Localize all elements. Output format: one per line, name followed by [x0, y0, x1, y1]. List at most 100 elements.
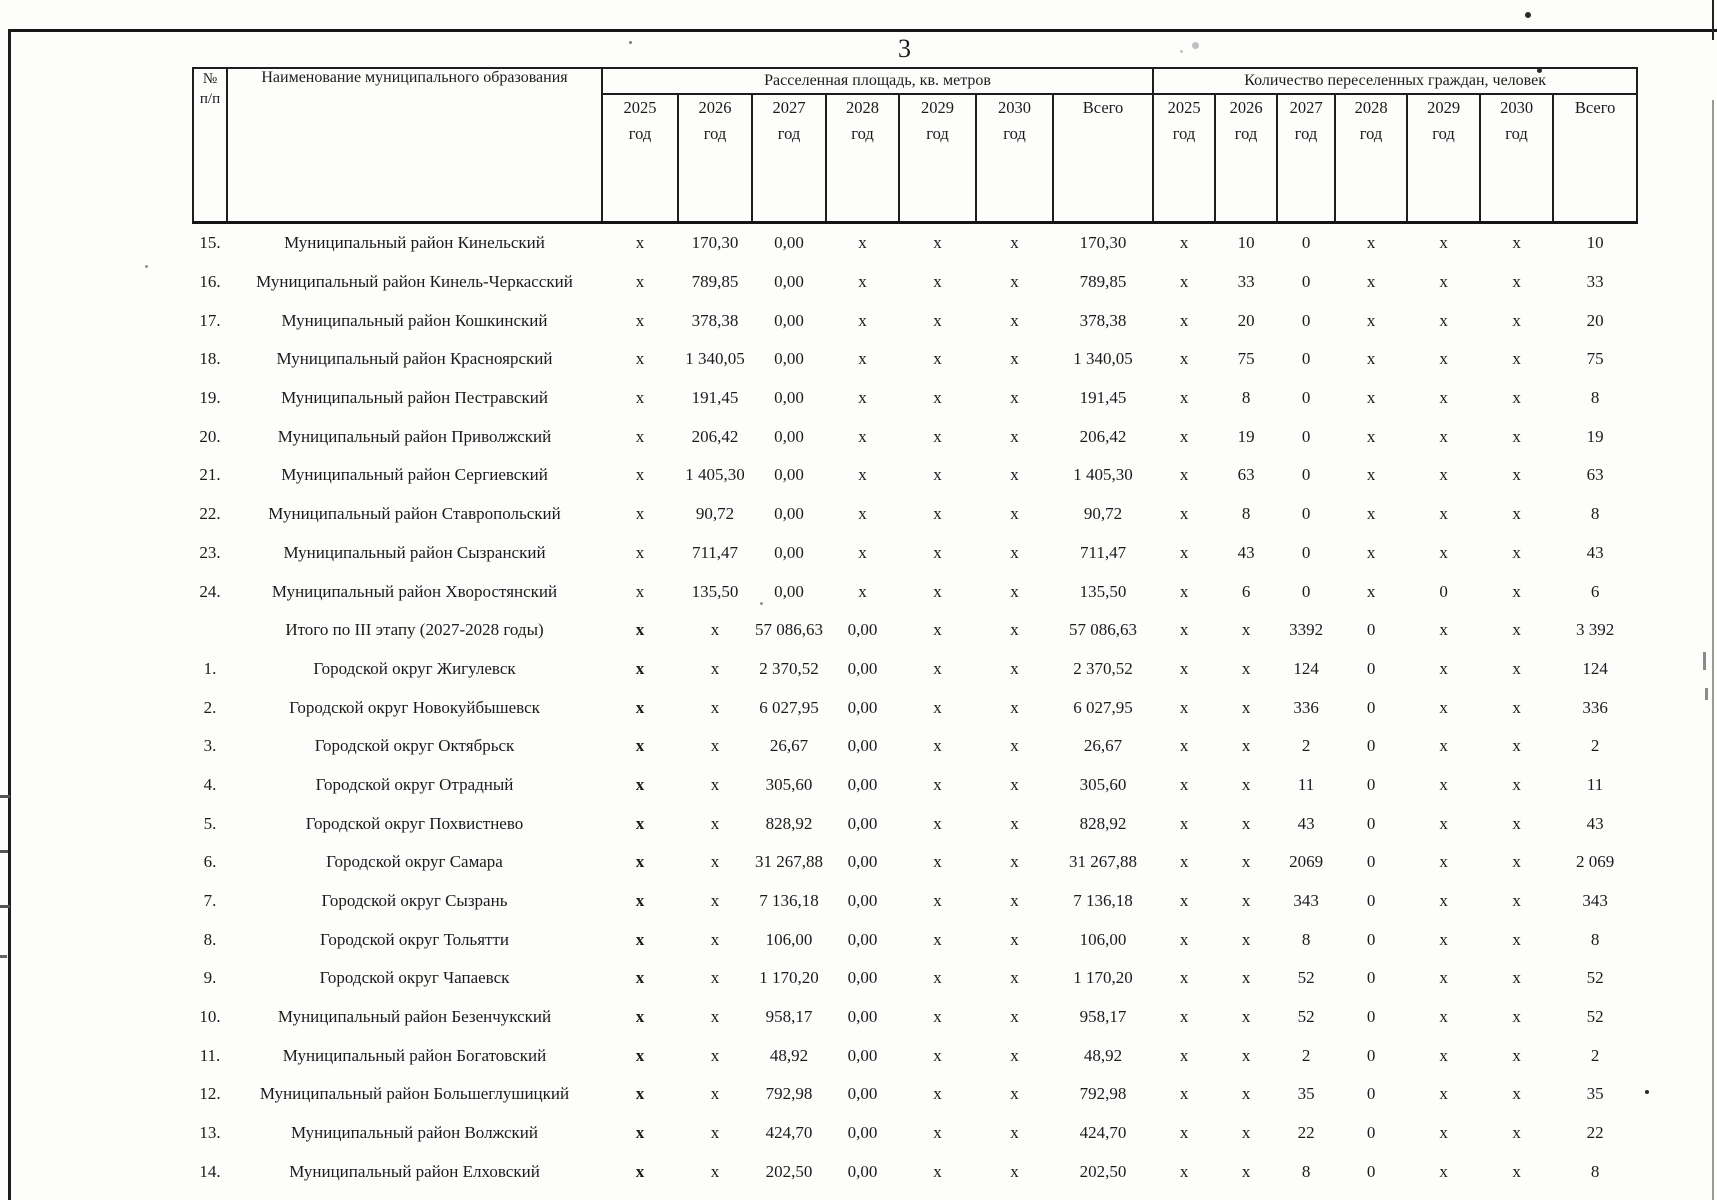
area-value: x [710, 891, 720, 911]
citizens-value: 19 [1237, 426, 1255, 446]
area-value: x [1010, 697, 1019, 717]
citizens-value: x [1512, 1123, 1521, 1143]
citizens-value: x [1179, 465, 1189, 485]
citizens-value: x [1512, 1084, 1521, 1104]
municipality-name: Муниципальный район Красноярский [276, 349, 553, 369]
area-value: 711,47 [691, 542, 739, 562]
citizens-value: x [1439, 1161, 1448, 1181]
citizens-value: x [1512, 388, 1521, 408]
row-number: 3. [203, 736, 217, 756]
municipality-name: Муниципальный район Сызранский [283, 542, 546, 562]
scan-smudge [1192, 42, 1199, 49]
area-value: x [1010, 813, 1019, 833]
area-value: 1 340,05 [1073, 349, 1133, 369]
page-frame-top [10, 29, 1717, 32]
citizens-value: x [1179, 620, 1189, 640]
area-value: 191,45 [691, 388, 739, 408]
area-value: x [858, 426, 867, 446]
municipality-name: Городской округ Самара [326, 852, 503, 872]
citizens-value: 0 [1366, 968, 1376, 988]
citizens-value: 0 [1366, 852, 1376, 872]
citizens-value: x [1512, 968, 1521, 988]
year-header: 2030 год [1479, 93, 1555, 224]
year-header-row: 2025 год 2026 год 2027 год 2028 год 2029 год 2030 г… [193, 93, 1639, 224]
area-value: x [635, 272, 645, 292]
municipality-name: Городской округ Тольятти [320, 929, 509, 949]
area-value: 0,00 [774, 272, 804, 292]
area-value: 106,00 [1079, 929, 1127, 949]
area-value: 206,42 [691, 426, 739, 446]
area-value: 57 086,63 [755, 620, 823, 640]
citizens-value: x [1512, 465, 1521, 485]
area-value: 0,00 [774, 581, 804, 601]
citizens-value: x [1512, 658, 1521, 678]
area-value: x [933, 272, 942, 292]
citizens-value: x [1439, 233, 1448, 253]
citizens-value: 2 [1590, 736, 1600, 756]
row-number: 15. [199, 233, 221, 253]
citizens-value: x [1241, 658, 1251, 678]
citizens-value: 35 [1297, 1084, 1315, 1104]
area-value: 0,00 [847, 1161, 878, 1181]
area-value: 305,60 [1079, 774, 1127, 794]
area-value: 48,92 [769, 1045, 809, 1065]
area-value: x [635, 542, 645, 562]
area-value: x [710, 929, 720, 949]
municipality-name: Городской округ Похвистнево [305, 813, 524, 833]
citizens-value: 20 [1586, 310, 1604, 330]
row-number: 6. [203, 852, 217, 872]
year-header: 2027 год [751, 93, 827, 224]
area-value: x [858, 504, 867, 524]
area-value: x [1010, 233, 1019, 253]
area-value: x [635, 1084, 645, 1104]
citizens-value: x [1439, 272, 1448, 292]
area-value: x [1010, 736, 1019, 756]
citizens-value: 2 [1301, 736, 1311, 756]
citizens-value: x [1179, 1045, 1189, 1065]
citizens-value: 6 [1590, 581, 1600, 601]
area-value: 0,00 [847, 1123, 878, 1143]
citizens-value: x [1179, 852, 1189, 872]
area-value: x [1010, 1045, 1019, 1065]
area-value: x [635, 233, 645, 253]
citizens-value: 33 [1586, 272, 1604, 292]
citizens-value: x [1366, 388, 1376, 408]
area-value: x [635, 465, 645, 485]
scan-speck [1645, 1090, 1649, 1094]
citizens-value: x [1241, 620, 1251, 640]
citizens-value: 336 [1293, 697, 1319, 717]
scan-speck [629, 41, 632, 44]
area-value: 0,00 [847, 891, 878, 911]
citizens-value: x [1179, 1161, 1189, 1181]
area-value: x [710, 697, 720, 717]
area-value: x [635, 310, 645, 330]
area-value: x [933, 349, 942, 369]
citizens-value: 52 [1297, 1007, 1315, 1027]
area-value: x [933, 658, 942, 678]
area-value: 0,00 [847, 620, 878, 640]
municipality-name: Муниципальный район Хворостянский [271, 581, 558, 601]
area-value: 0,00 [847, 736, 878, 756]
area-value: x [635, 658, 645, 678]
area-value: 26,67 [1083, 736, 1123, 756]
area-value: x [1010, 272, 1019, 292]
citizens-value: 0 [1366, 620, 1376, 640]
citizens-value: 0 [1301, 233, 1311, 253]
citizens-value: x [1179, 349, 1189, 369]
citizens-value: x [1241, 968, 1251, 988]
citizens-value: 8 [1590, 929, 1600, 949]
row-number: 16. [199, 272, 221, 292]
table-row: 2. Городской округ Новокуйбышевск x x 6 027,… [193, 688, 1637, 727]
citizens-value: x [1241, 891, 1251, 911]
area-value: x [858, 581, 867, 601]
area-value: 0,00 [774, 388, 804, 408]
citizens-value: x [1439, 852, 1448, 872]
area-value: 106,00 [765, 929, 813, 949]
citizens-value: x [1439, 426, 1448, 446]
citizens-value: 0 [1301, 388, 1311, 408]
area-value: x [635, 813, 645, 833]
area-value: x [933, 697, 942, 717]
area-value: x [933, 736, 942, 756]
citizens-value: 10 [1237, 233, 1255, 253]
area-value: 424,70 [1079, 1123, 1127, 1143]
